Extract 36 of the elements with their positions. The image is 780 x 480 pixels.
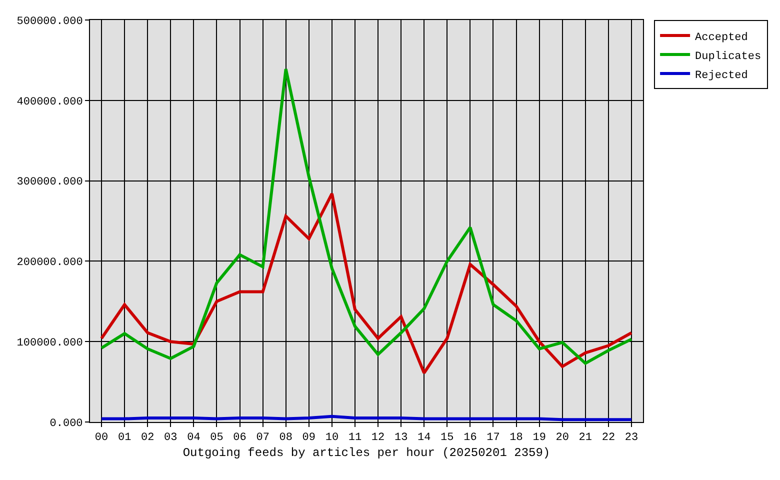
x-tick-label: 14 [418,432,432,444]
x-tick-label: 19 [532,432,546,444]
x-tick-label: 17 [486,432,500,444]
legend-label: Rejected [695,70,748,82]
x-tick-label: 05 [210,432,224,444]
y-tick-label: 400000.000 [16,96,83,108]
x-tick-label: 01 [118,432,132,444]
x-tick-label: 23 [624,432,638,444]
x-tick-label: 16 [464,432,477,444]
x-tick-label: 09 [302,432,316,444]
line-series [100,192,633,374]
x-tick-label: 11 [348,432,362,444]
x-tick-label: 06 [233,432,246,444]
x-tick-label: 10 [325,432,339,444]
x-tick-label: 18 [510,432,523,444]
x-tick-label: 21 [578,432,592,444]
x-tick-label: 13 [394,432,408,444]
x-axis-title: Outgoing feeds by articles per hour (20250201 2359) [182,446,550,460]
y-tick-label: 500000.000 [16,16,83,28]
y-tick-label: 0.000 [50,418,83,430]
y-tick-label: 300000.000 [16,176,83,189]
x-tick-label: 12 [371,432,385,444]
x-tick-label: 22 [602,432,616,444]
x-tick-label: 15 [440,432,454,444]
line-series [100,68,633,365]
x-tick-label: 00 [94,432,108,444]
x-tick-label: 04 [187,432,201,444]
x-tick-label: 07 [256,432,270,444]
legend-label: Duplicates [695,50,762,63]
y-tick-label: 100000.000 [16,337,83,350]
x-tick-label: 03 [164,432,178,444]
y-tick-label: 200000.000 [16,257,83,270]
x-tick-label: 20 [556,432,569,444]
legend-label: Accepted [695,32,748,44]
x-tick-label: 02 [141,432,154,444]
x-tick-label: 08 [279,432,292,444]
